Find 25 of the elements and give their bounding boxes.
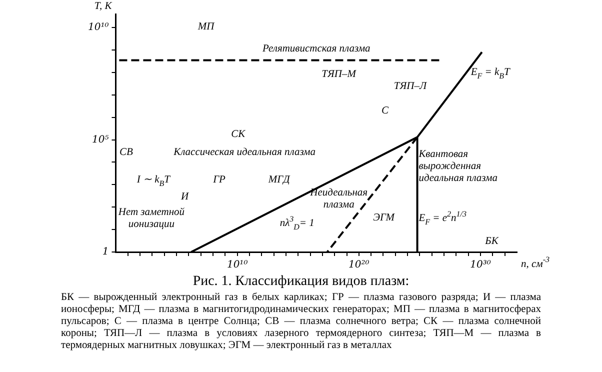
text: БК — вырожденный электронный газ в белых карликах; ГР — плазма газового разряда; И — плазма ионосферы; МГД — плазма в магнитогидродинамических генераторах; МП — плазма в магнитосферах пульсаров; С — плазма в центре Солнца; СВ — плазма солнечного ветра; СК — плазма солнечной короны; ТЯП—Л — плазма в условиях лазерного термоядерного синтеза; ТЯП—М — плазма в термоядерных магнитных ловушках; ЭГМ — электронный газ в металлах	[61, 292, 541, 352]
annotation: МП	[196, 22, 216, 33]
annotation: БК	[484, 236, 500, 248]
annotation: ТЯП–М	[322, 68, 358, 80]
annotation: ЭГМ	[373, 212, 396, 224]
y-tick-label: 1	[102, 246, 109, 258]
annotation: И	[180, 192, 190, 203]
annotation: Квантовая вырожденная идеальная плазма	[418, 149, 498, 184]
x-tick-label: 10³⁰	[470, 260, 491, 271]
annotation: Классическая идеальная плазма	[172, 147, 316, 158]
y-axis-title: T, K	[94, 0, 113, 12]
annotation: Неидеальная плазма	[309, 187, 368, 210]
annotation: Нет заметной ионизации	[117, 207, 186, 230]
annotation: С	[381, 106, 390, 117]
y-tick-label: 10¹⁰	[88, 22, 109, 34]
text: Рис. 1. Классификация видов плазм:	[192, 274, 410, 290]
x-tick-label: 10²⁰	[348, 260, 370, 271]
annotation: СВ	[119, 147, 134, 158]
annotation: МГД	[267, 174, 292, 186]
annotation: СК	[231, 129, 246, 140]
annotation: ГР	[212, 174, 226, 186]
x-tick-label: 10¹⁰	[226, 260, 248, 271]
annotation: ТЯП–Л	[394, 80, 428, 92]
y-tick-label: 10⁵	[92, 134, 109, 146]
annotation: Релятивистская плазма	[261, 43, 370, 54]
